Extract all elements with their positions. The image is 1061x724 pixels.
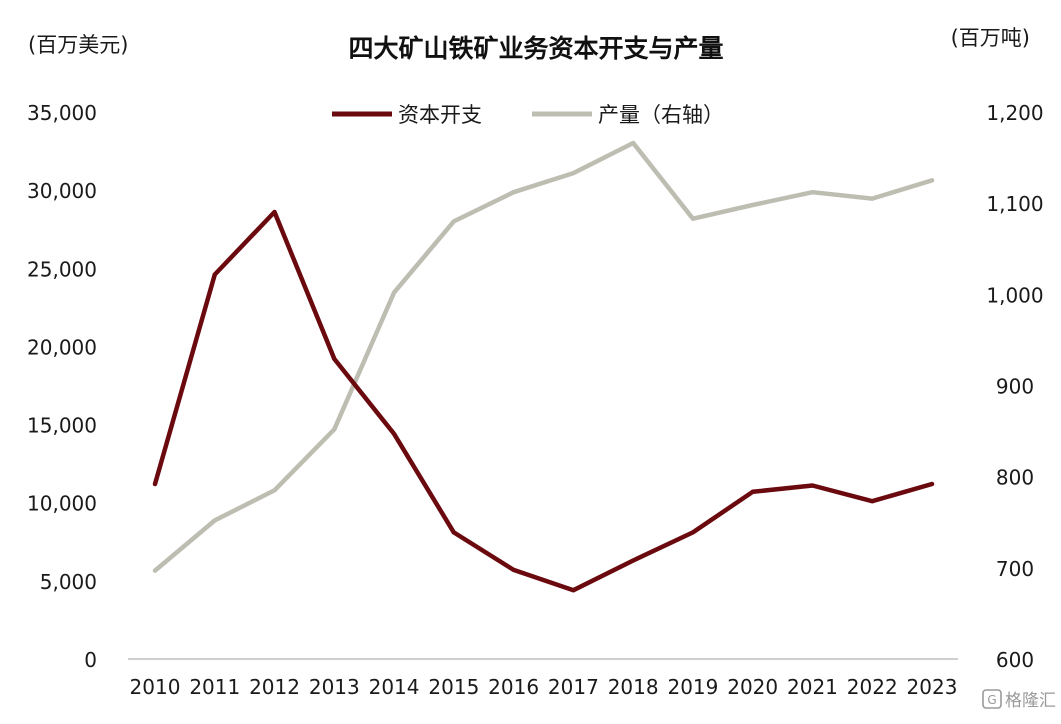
x-axis-ticks: 2010 2011 2012 2013 2014 2015 2016 2017 2018 2019… <box>130 675 958 699</box>
left-tick-label: 5,000 <box>40 570 97 594</box>
x-tick-label: 2023 <box>907 675 958 699</box>
left-axis-ticks: 0 5,000 10,000 15,000 20,000 25,000 30,000 35,0… <box>27 101 97 672</box>
point-capex <box>272 210 277 215</box>
x-tick-label: 2019 <box>667 675 718 699</box>
point-output <box>392 290 397 295</box>
chart-title: 四大矿山铁矿业务资本开支与产量 <box>348 34 723 63</box>
point-capex <box>153 481 157 486</box>
point-capex <box>451 530 456 535</box>
point-output <box>511 190 516 195</box>
left-tick-label: 0 <box>84 648 97 672</box>
x-tick-label: 2015 <box>428 675 479 699</box>
point-output <box>451 219 456 224</box>
point-capex <box>930 481 934 486</box>
point-capex <box>392 431 397 436</box>
legend: 资本开支 产量（右轴） <box>332 103 724 127</box>
x-tick-label: 2014 <box>369 675 420 699</box>
right-tick-label: 1,100 <box>986 192 1043 216</box>
svg-text:G: G <box>987 693 996 707</box>
left-tick-label: 35,000 <box>27 101 97 125</box>
point-capex <box>690 530 695 535</box>
point-output <box>571 171 576 176</box>
left-tick-label: 30,000 <box>27 179 97 203</box>
point-output <box>750 202 755 207</box>
point-output <box>930 178 934 183</box>
right-tick-label: 1,200 <box>986 101 1043 125</box>
left-tick-label: 10,000 <box>27 492 97 516</box>
point-output <box>690 216 695 221</box>
x-tick-label: 2022 <box>847 675 898 699</box>
point-capex <box>810 483 815 488</box>
legend-label-capex: 资本开支 <box>398 103 482 127</box>
left-tick-label: 25,000 <box>27 257 97 281</box>
watermark-text: 格隆汇 <box>1005 691 1056 711</box>
series-line-capex <box>152 209 935 593</box>
point-output <box>332 427 337 432</box>
x-tick-label: 2012 <box>249 675 300 699</box>
point-capex <box>870 499 875 504</box>
point-output <box>212 518 217 523</box>
point-output <box>153 568 157 573</box>
x-tick-label: 2020 <box>727 675 778 699</box>
point-output <box>631 140 636 145</box>
right-tick-label: 600 <box>996 648 1034 672</box>
right-tick-label: 1,000 <box>986 283 1043 307</box>
right-tick-label: 800 <box>996 466 1034 490</box>
point-capex <box>511 567 516 572</box>
right-axis-unit: (百万吨) <box>951 26 1030 50</box>
right-axis-ticks: 600 700 800 900 1,000 1,100 1,200 <box>986 101 1043 672</box>
x-tick-label: 2021 <box>787 675 838 699</box>
legend-label-output: 产量（右轴） <box>598 103 724 127</box>
left-tick-label: 20,000 <box>27 335 97 359</box>
point-output <box>272 488 277 493</box>
point-capex <box>631 558 636 563</box>
point-capex <box>571 588 576 593</box>
watermark: G 格隆汇 <box>982 689 1056 711</box>
right-tick-label: 900 <box>996 375 1034 399</box>
x-tick-label: 2013 <box>309 675 360 699</box>
point-capex <box>332 356 337 361</box>
right-tick-label: 700 <box>996 557 1034 581</box>
x-tick-label: 2018 <box>608 675 659 699</box>
point-output <box>870 196 875 201</box>
x-tick-label: 2017 <box>548 675 599 699</box>
gelonghui-logo-icon: G <box>982 689 1002 709</box>
left-axis-unit: (百万美元) <box>28 33 128 57</box>
x-tick-label: 2010 <box>130 675 181 699</box>
series-layer <box>152 140 935 593</box>
x-tick-label: 2011 <box>189 675 240 699</box>
point-output <box>810 190 815 195</box>
point-capex <box>212 272 217 277</box>
left-tick-label: 15,000 <box>27 414 97 438</box>
series-line-output <box>152 140 935 573</box>
point-capex <box>750 489 755 494</box>
x-tick-label: 2016 <box>488 675 539 699</box>
